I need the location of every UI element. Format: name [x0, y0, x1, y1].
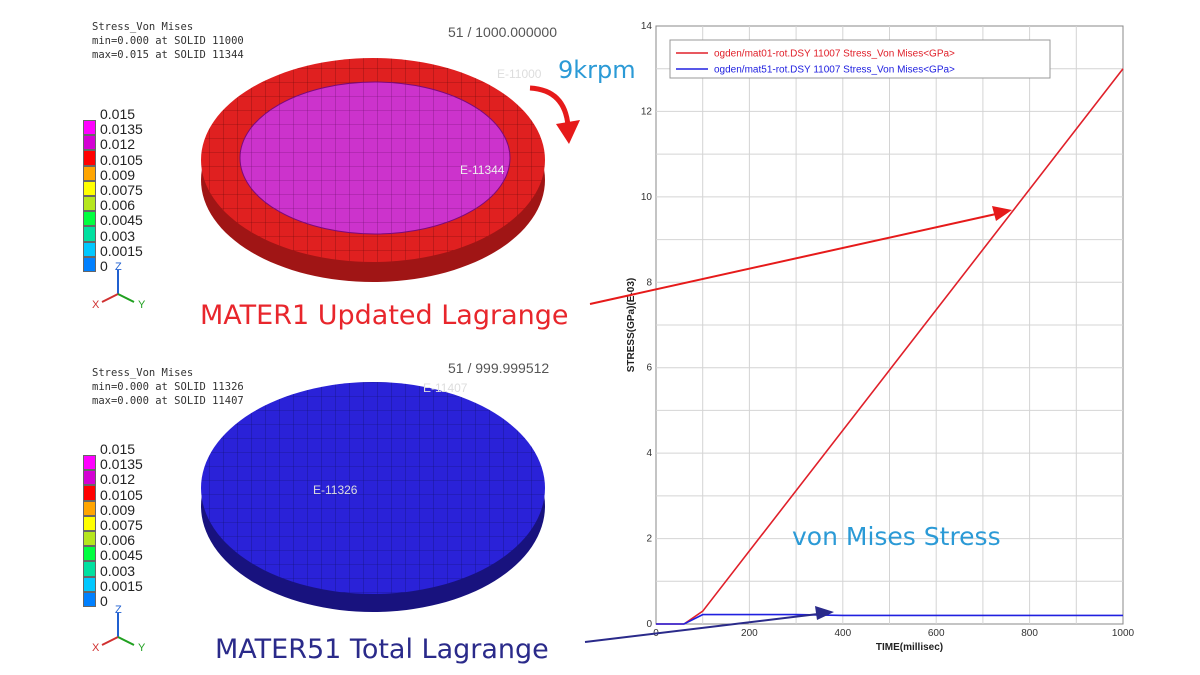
legend-swatch: [83, 241, 96, 257]
legend-swatch: [83, 455, 96, 471]
legend-label: 0.0105: [100, 151, 143, 168]
top-max-line: max=0.015 at SOLID 11344: [92, 49, 244, 61]
x-tick-label: 1000: [1112, 628, 1135, 639]
bottom-caption: MATER51 Total Lagrange: [215, 634, 549, 665]
rotation-arrow: [529, 85, 580, 144]
x-tick-label: 600: [928, 628, 945, 639]
legend-label: 0.009: [100, 166, 136, 183]
legend-label: 0.003: [100, 562, 136, 579]
legend-swatch: [83, 150, 96, 166]
legend-entry-2: ogden/mat51-rot.DSY 11007 Stress_Von Mis…: [714, 65, 955, 76]
legend-label: 0.0075: [100, 182, 143, 199]
legend-label: 0.012: [100, 136, 136, 153]
y-tick-label: 10: [641, 192, 653, 203]
legend-entry-1: ogden/mat01-rot.DSY 11007 Stress_Von Mis…: [714, 49, 955, 60]
legend-label: 0.0075: [100, 517, 143, 534]
y-tick-label: 12: [641, 106, 653, 117]
top-caption: MATER1 Updated Lagrange: [200, 300, 569, 331]
x-tick-label: 0: [653, 628, 659, 639]
bottom-axes-triad: Z X Y: [92, 605, 146, 654]
legend-label: 0.003: [100, 227, 136, 244]
x-tick-label: 400: [834, 628, 851, 639]
legend-swatch: [83, 195, 96, 212]
top-legend-labels: 0.015 0.0135 0.012 0.0105 0.009 0.0075 0.006 0.…: [100, 106, 143, 275]
legend-label: 0.0045: [100, 212, 143, 229]
svg-text:Z: Z: [115, 605, 122, 616]
legend-label: 0.0015: [100, 577, 143, 594]
legend-swatch: [83, 515, 96, 531]
bottom-min-line: min=0.000 at SOLID 11326: [92, 381, 244, 393]
rpm-label: 9krpm: [558, 56, 636, 84]
legend-label: 0.012: [100, 471, 136, 488]
svg-text:Y: Y: [138, 299, 146, 311]
legend-swatch: [83, 165, 96, 181]
chart-legend-box: [669, 39, 1051, 79]
svg-text:Y: Y: [138, 642, 146, 654]
bottom-max-line: max=0.000 at SOLID 11407: [92, 395, 244, 407]
legend-swatch: [83, 256, 96, 272]
y-tick-label: 14: [641, 21, 653, 32]
top-frame-counter: 51 / 1000.000000: [448, 24, 557, 40]
legend-swatch: [83, 546, 96, 562]
top-disk-inner: [239, 81, 511, 235]
y-tick-label: 8: [646, 277, 652, 288]
legend-swatch: [83, 120, 96, 136]
bottom-legend-labels: 0.015 0.0135 0.012 0.0105 0.009 0.0075 0.006 0.…: [100, 441, 143, 610]
bottom-element-label-2: E-11326: [313, 483, 358, 497]
legend-swatch: [83, 530, 96, 547]
legend-swatch: [83, 180, 96, 196]
legend-label: 0: [100, 593, 108, 610]
x-axis-label: TIME(millisec): [876, 642, 943, 653]
legend-label: 0.006: [100, 197, 136, 214]
y-tick-label: 0: [646, 619, 652, 630]
legend-swatch: [83, 500, 96, 516]
y-tick-label: 4: [646, 448, 652, 459]
stress-time-chart: 0 200 400 600 800 1000 0 2 4 6 8 10 12 14 TIME(millise…: [626, 21, 1135, 653]
legend-swatch: [83, 591, 96, 607]
bottom-disk: [201, 382, 545, 612]
legend-label: 0.0135: [100, 456, 143, 473]
bottom-frame-counter: 51 / 999.999512: [448, 360, 550, 376]
legend-swatch: [83, 470, 96, 486]
von-mises-annotation: von Mises Stress: [792, 522, 1001, 551]
legend-label: 0.015: [100, 441, 136, 457]
legend-label: 0.0105: [100, 486, 143, 503]
legend-label: 0.0135: [100, 121, 143, 138]
legend-swatch: [83, 485, 96, 501]
bottom-element-label-1: E-11407: [423, 381, 468, 395]
bottom-disk-render: E-11407 E-11326: [201, 381, 545, 612]
y-tick-label: 6: [646, 363, 652, 374]
legend-swatch: [83, 576, 96, 592]
top-legend-colorbar: [83, 120, 96, 272]
legend-swatch: [83, 135, 96, 151]
svg-text:Z: Z: [115, 262, 122, 273]
svg-text:X: X: [92, 642, 100, 654]
y-axis-label: STRESS(GPa)(E-03): [626, 278, 637, 372]
legend-label: 0.006: [100, 532, 136, 549]
top-element-label-2: E-11344: [460, 163, 505, 177]
top-min-line: min=0.000 at SOLID 11000: [92, 35, 244, 47]
x-tick-label: 200: [741, 628, 758, 639]
x-tick-label: 800: [1021, 628, 1038, 639]
svg-text:X: X: [92, 299, 100, 311]
top-disk-render: E-11000 E-11344: [201, 58, 545, 282]
legend-label: 0.0045: [100, 547, 143, 564]
top-field-name: Stress_Von Mises: [92, 21, 194, 33]
y-tick-label: 2: [646, 534, 652, 545]
legend-swatch: [83, 561, 96, 577]
legend-label: 0: [100, 258, 108, 275]
legend-label: 0.009: [100, 501, 136, 518]
top-axes-triad: Z X Y: [92, 262, 146, 311]
legend-swatch: [83, 226, 96, 242]
bottom-legend-colorbar: [83, 455, 96, 607]
legend-label: 0.0015: [100, 242, 143, 259]
bottom-field-name: Stress_Von Mises: [92, 367, 194, 379]
legend-label: 0.015: [100, 106, 136, 122]
legend-swatch: [83, 211, 96, 227]
top-element-label-1: E-11000: [497, 67, 542, 81]
